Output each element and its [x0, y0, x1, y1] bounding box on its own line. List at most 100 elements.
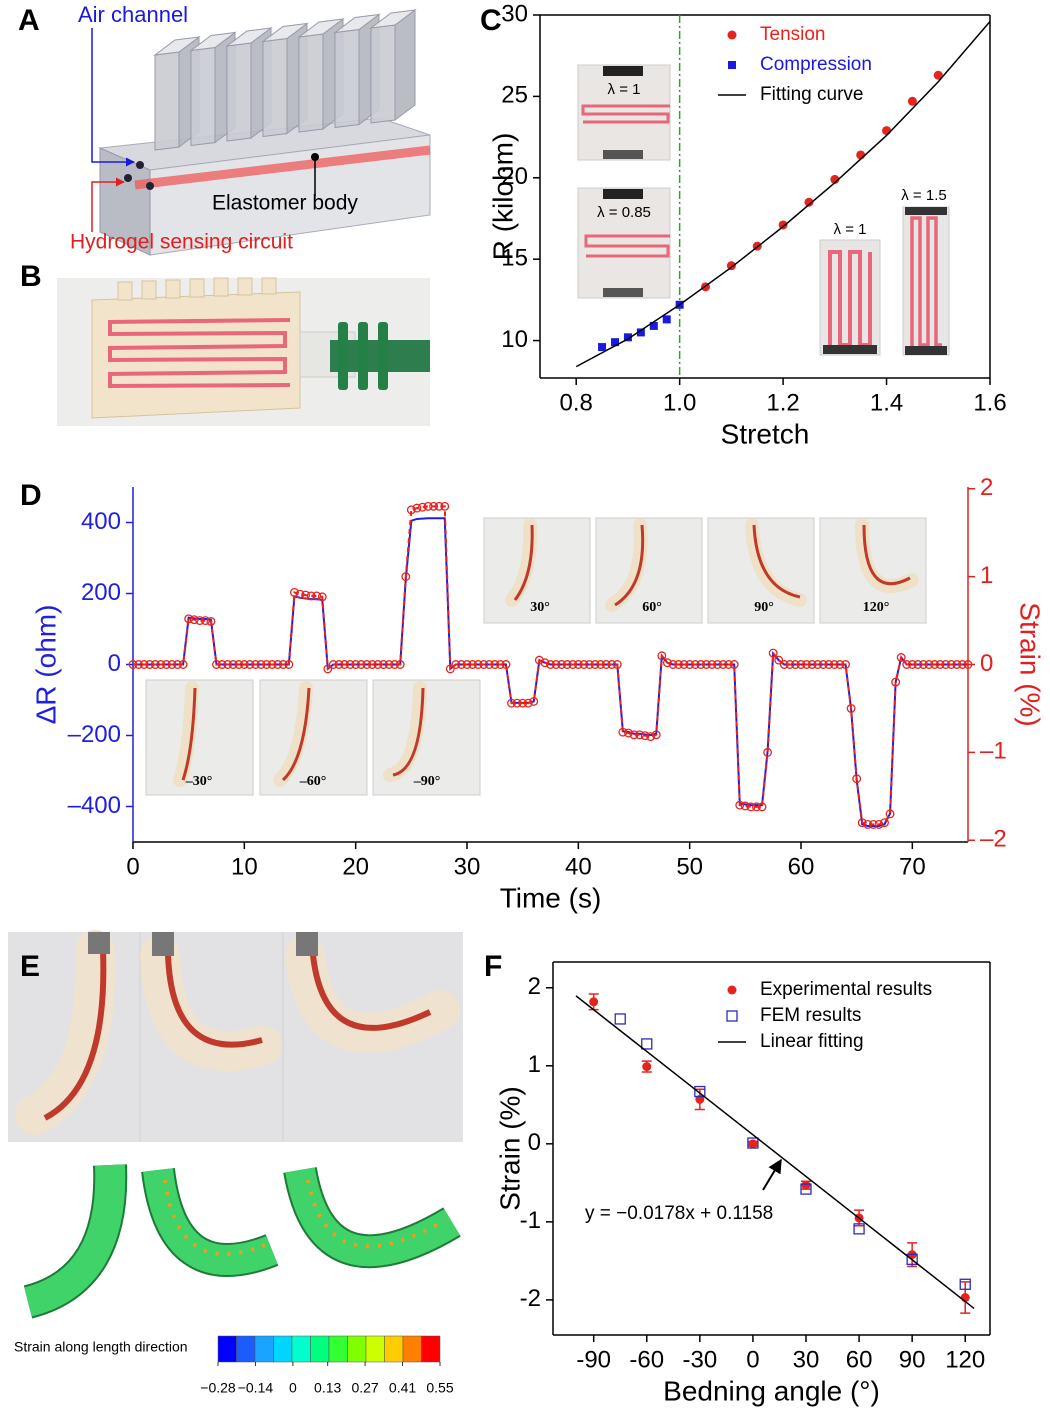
data-point — [740, 801, 750, 811]
inset-label: 90° — [754, 600, 774, 615]
x-tick-label: 0.8 — [560, 389, 593, 416]
data-point — [139, 660, 149, 669]
x-tick-label: 1.2 — [766, 389, 799, 416]
data-point — [384, 660, 394, 669]
data-point — [807, 660, 817, 669]
data-point — [351, 660, 361, 669]
x-axis-label: Time (s) — [500, 882, 602, 913]
y-axis-label: R (kilohm) — [487, 133, 518, 261]
data-point — [495, 660, 505, 669]
panel-c-insets-part — [581, 104, 670, 124]
data-point — [512, 698, 522, 708]
panel-d-insets-part-part — [752, 524, 801, 599]
data-point — [707, 660, 717, 669]
panel-e-photo-part-part — [165, 954, 263, 1048]
x-tick-label: 1.0 — [663, 389, 696, 416]
data-point — [952, 660, 962, 669]
legend-swatch — [727, 30, 737, 40]
data-point — [906, 1253, 918, 1265]
colorbar-swatch — [421, 1335, 441, 1363]
data-point — [913, 660, 923, 669]
colorbar-swatch — [365, 1335, 385, 1363]
y-tick-label: -2 — [520, 1285, 541, 1312]
x-tick-label: -30 — [683, 1346, 718, 1373]
data-point — [933, 70, 943, 80]
y-tick-label: –400 — [68, 792, 121, 819]
y-tick-label: 0 — [108, 650, 121, 677]
y-tick-label: 0 — [528, 1129, 541, 1156]
panel-d-insets-part-part — [392, 687, 425, 777]
data-point — [295, 589, 305, 599]
data-point — [340, 660, 349, 669]
panel-c-insets-part — [577, 187, 671, 299]
y-tick-label: 400 — [81, 508, 121, 535]
panel-b-photo-part-part — [165, 279, 181, 299]
data-point — [919, 660, 928, 669]
panel-letter: F — [484, 950, 502, 983]
panel-d-insets: 30° 60° 90° 120° –30° –60° –90° — [145, 517, 927, 796]
panel-c-insets: λ = 1 λ = 0.85 λ = 1 λ = 1.5 — [577, 64, 950, 356]
panel-a-illustration-part-part — [262, 37, 288, 138]
data-point — [562, 660, 572, 669]
data-point — [195, 616, 205, 626]
data-point — [434, 501, 444, 511]
panel-a-illustration — [91, 9, 431, 256]
data-point — [729, 660, 739, 669]
data-point — [161, 660, 171, 669]
panel-c-insets-part — [603, 66, 643, 76]
data-point — [585, 660, 594, 669]
data-point — [662, 658, 672, 668]
colorbar-tick-label: 0.13 — [314, 1380, 341, 1396]
panel-c-insets-part — [902, 206, 950, 356]
panel-d-insets-part-part — [181, 687, 197, 781]
series-line — [575, 995, 975, 1309]
data-point — [228, 660, 238, 669]
data-point — [518, 698, 528, 708]
data-point — [718, 660, 728, 669]
data-point — [657, 651, 667, 661]
data-point — [145, 660, 155, 669]
callout: Air channel — [78, 2, 188, 27]
data-point — [557, 660, 567, 669]
panel-c-insets-part — [584, 234, 670, 258]
series-line — [133, 505, 968, 826]
legend-label: Compression — [760, 54, 872, 75]
y-tick-label: 10 — [501, 326, 528, 353]
data-point — [641, 1038, 653, 1050]
data-point — [167, 660, 177, 669]
data-point — [134, 660, 144, 669]
data-point — [946, 660, 956, 669]
colorbar-title: Strain along length direction — [14, 1339, 188, 1355]
data-point — [623, 333, 632, 342]
panel-a-illustration-part-part — [333, 13, 381, 34]
data-point — [868, 819, 878, 829]
panel-letter: C — [480, 4, 502, 37]
data-point — [390, 660, 400, 669]
colorbar-swatch — [236, 1335, 256, 1363]
data-point — [312, 591, 322, 601]
data-point — [835, 660, 845, 669]
data-point — [679, 660, 689, 669]
x-tick-label: 30 — [454, 853, 481, 880]
data-point — [935, 660, 945, 669]
panel-b-photo-part — [117, 277, 277, 301]
data-point — [668, 660, 678, 669]
panel-b-photo-part — [358, 322, 368, 390]
data-point — [362, 660, 372, 669]
data-point — [490, 660, 500, 669]
data-point — [763, 747, 773, 757]
panel-e-fem-part-part — [306, 1179, 447, 1249]
data-point — [852, 774, 862, 784]
data-point — [747, 1137, 759, 1149]
data-point — [406, 505, 416, 515]
data-point — [778, 220, 788, 230]
inset-label: –30° — [185, 774, 213, 789]
y-axis-label: Strain (%) — [494, 1086, 525, 1210]
data-point — [790, 660, 800, 669]
data-point — [701, 660, 711, 669]
panel-b-photo-part — [378, 322, 388, 390]
colorbar-tick-label: 0.27 — [351, 1380, 378, 1396]
panel-e-fem — [23, 1164, 461, 1319]
panel-a-illustration-part — [153, 9, 417, 151]
x-tick-label: 60 — [788, 853, 815, 880]
